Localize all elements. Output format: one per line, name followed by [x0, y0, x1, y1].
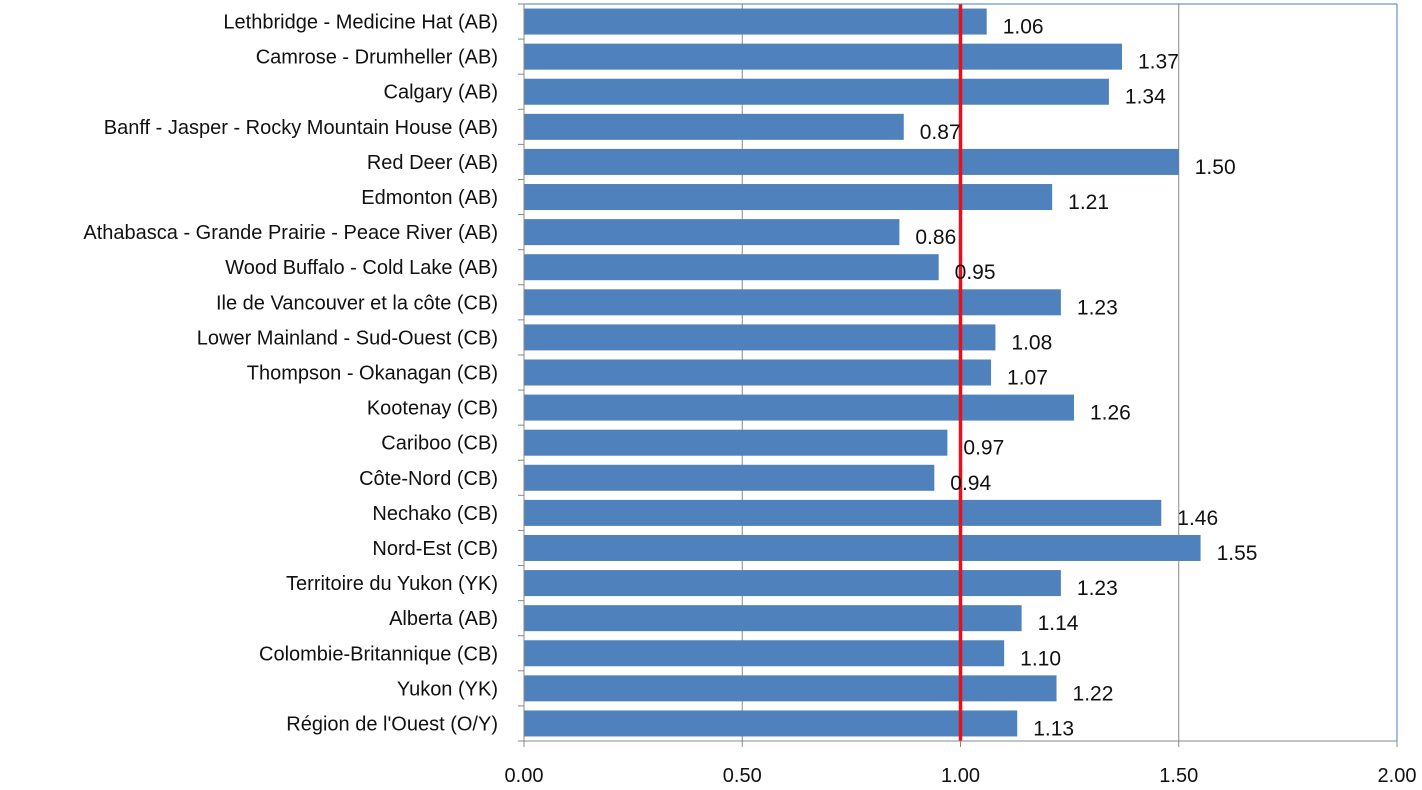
- x-tick-label: 2.00: [1378, 765, 1417, 787]
- data-label: 1.34: [1125, 86, 1166, 109]
- data-label: 0.87: [920, 121, 961, 144]
- data-label: 1.26: [1090, 402, 1131, 425]
- bar: [524, 499, 1162, 526]
- category-label: Red Deer (AB): [367, 152, 498, 174]
- bar: [524, 640, 1005, 667]
- bars: [524, 8, 1201, 737]
- bar: [524, 710, 1018, 737]
- category-label: Nord-Est (CB): [372, 538, 498, 560]
- category-label: Banff - Jasper - Rocky Mountain House (A…: [104, 117, 498, 139]
- data-label: 1.08: [1011, 331, 1052, 354]
- category-label: Wood Buffalo - Cold Lake (AB): [225, 257, 498, 279]
- data-label: 1.55: [1217, 542, 1258, 565]
- bar: [524, 464, 935, 491]
- category-label: Thompson - Okanagan (CB): [247, 363, 498, 385]
- category-label: Calgary (AB): [384, 82, 498, 104]
- category-label: Alberta (AB): [389, 608, 498, 630]
- category-label: Edmonton (AB): [361, 187, 498, 209]
- data-label: 0.94: [950, 472, 991, 495]
- data-label: 1.23: [1077, 577, 1118, 600]
- category-label: Camrose - Drumheller (AB): [256, 47, 498, 69]
- data-label: 1.22: [1073, 682, 1114, 705]
- data-label: 1.10: [1020, 647, 1061, 670]
- data-label: 1.07: [1007, 367, 1048, 390]
- category-label: Ile de Vancouver et la côte (CB): [216, 292, 498, 314]
- bar: [524, 359, 992, 386]
- category-label: Cariboo (CB): [381, 433, 498, 455]
- data-label: 1.23: [1077, 296, 1118, 319]
- x-tick-label: 0.50: [723, 765, 762, 787]
- category-label: Région de l'Ouest (O/Y): [286, 713, 498, 735]
- category-label: Territoire du Yukon (YK): [286, 573, 498, 595]
- bar: [524, 8, 987, 35]
- category-label: Lower Mainland - Sud-Ouest (CB): [197, 327, 498, 349]
- category-label: Colombie-Britannique (CB): [259, 643, 498, 665]
- category-label: Kootenay (CB): [367, 398, 498, 420]
- bar: [524, 675, 1057, 702]
- data-label: 1.14: [1038, 612, 1079, 635]
- data-label: 1.06: [1003, 16, 1044, 39]
- x-tick-label: 1.50: [1159, 765, 1198, 787]
- category-label: Lethbridge - Medicine Hat (AB): [223, 12, 498, 34]
- value-labels: 1.06 1.37 1.34 0.87 1.50 1.21 0.86 0.95 1.23 1.08…: [915, 16, 1257, 741]
- data-label: 1.13: [1033, 717, 1074, 740]
- bar: [524, 534, 1201, 561]
- bar: [524, 429, 948, 456]
- bar: [524, 324, 996, 351]
- bar: [524, 394, 1074, 421]
- x-tick-label: 0.00: [505, 765, 544, 787]
- data-label: 1.50: [1195, 156, 1236, 179]
- data-label: 1.21: [1068, 191, 1109, 214]
- data-label: 0.86: [915, 226, 956, 249]
- bar: [524, 184, 1053, 211]
- x-tick-label: 1.00: [941, 765, 980, 787]
- plot-frame: [518, 3, 1398, 747]
- bar: [524, 113, 904, 140]
- data-label: 0.95: [955, 261, 996, 284]
- category-label: Athabasca - Grande Prairie - Peace River…: [83, 222, 498, 244]
- data-label: 1.37: [1138, 51, 1179, 74]
- data-label: 0.97: [963, 437, 1004, 460]
- bar: [524, 148, 1179, 175]
- category-label: Yukon (YK): [397, 678, 498, 700]
- bar: [524, 570, 1061, 597]
- bar: [524, 43, 1123, 70]
- category-label: Côte-Nord (CB): [359, 468, 498, 490]
- bar: [524, 219, 900, 246]
- bar: [524, 78, 1109, 105]
- bar: [524, 289, 1061, 316]
- x-axis-tick-labels: 0.00 0.50 1.00 1.50 2.00: [505, 765, 1417, 787]
- category-label: Nechako (CB): [372, 503, 498, 525]
- bar: [524, 605, 1022, 632]
- bar: [524, 254, 939, 281]
- category-labels: Lethbridge - Medicine Hat (AB) Camrose - …: [83, 12, 498, 736]
- data-label: 1.46: [1177, 507, 1218, 530]
